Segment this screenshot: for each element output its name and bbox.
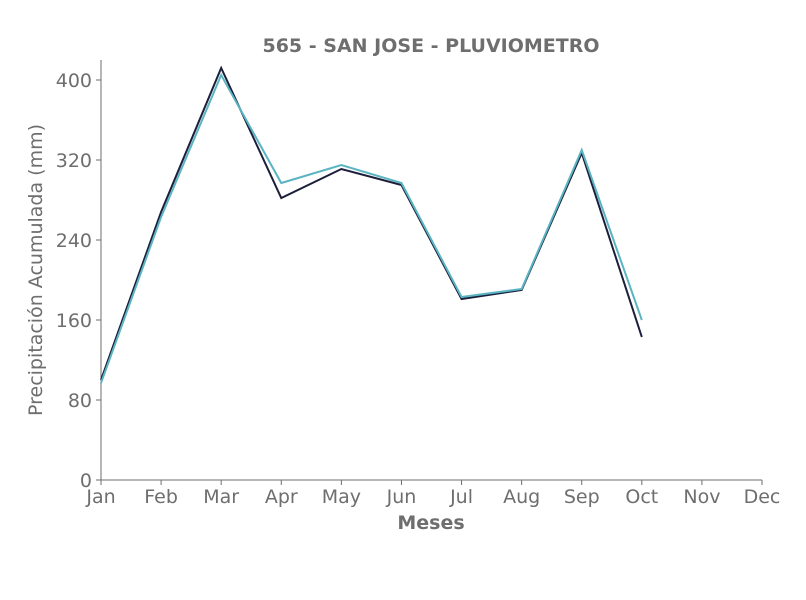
x-tick-label: Jan	[85, 486, 115, 508]
y-ticks: 0 80 160 240 320 400	[56, 70, 101, 492]
x-tick-label: Jul	[449, 486, 473, 508]
x-tick-label: Sep	[564, 486, 600, 508]
x-tick-label: Nov	[683, 486, 720, 508]
y-tick-label: 240	[56, 230, 92, 252]
x-tick-label: Dec	[744, 486, 781, 508]
plot-area: 0 80 160 240 320 400 Jan Feb Mar Apr May Jun Jul Aug…	[56, 60, 780, 508]
x-tick-label: Feb	[144, 486, 178, 508]
y-axis-label: Precipitación Acumulada (mm)	[25, 124, 47, 416]
x-tick-label: Apr	[265, 486, 298, 508]
chart-title: 565 - SAN JOSE - PLUVIOMETRO	[262, 35, 599, 57]
x-tick-label: May	[322, 486, 361, 508]
series-line-1	[100, 65, 643, 381]
x-ticks: Jan Feb Mar Apr May Jun Jul Aug Sep Oct Nov Dec	[85, 480, 780, 508]
x-tick-label: Jun	[386, 486, 417, 508]
x-tick-label: Mar	[203, 486, 239, 508]
series-lines	[100, 65, 643, 384]
y-tick-label: 320	[56, 150, 92, 172]
x-tick-label: Aug	[503, 486, 540, 508]
series-line-2	[100, 72, 643, 384]
y-tick-label: 80	[68, 390, 92, 412]
y-tick-label: 160	[56, 310, 92, 332]
y-tick-label: 0	[80, 470, 92, 492]
x-tick-label: Oct	[625, 486, 658, 508]
x-axis-label: Meses	[397, 512, 464, 534]
y-tick-label: 400	[56, 70, 92, 92]
